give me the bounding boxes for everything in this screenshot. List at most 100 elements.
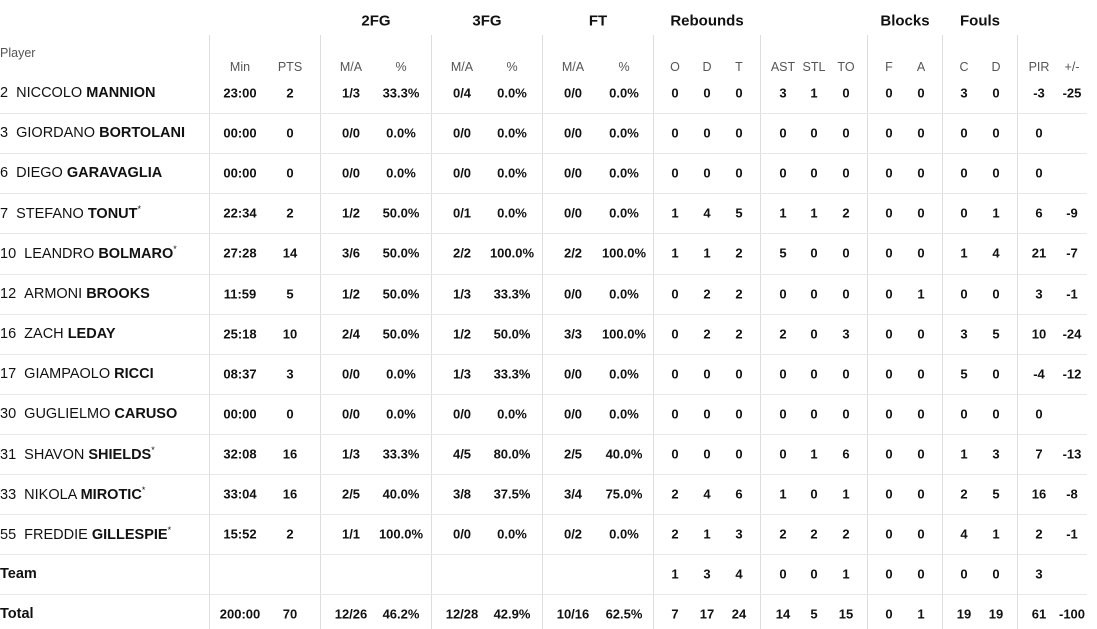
starter-mark: *: [167, 525, 172, 536]
stat-cell: 0.0%: [609, 85, 639, 101]
row-label: Total: [0, 606, 34, 623]
stat-cell: 1: [992, 526, 1000, 542]
stat-cell: 22:34: [223, 205, 257, 221]
stat-cell: 0: [810, 165, 818, 181]
column-header: %: [506, 60, 518, 74]
stat-cell: 7: [671, 606, 679, 622]
stat-cell: -8: [1066, 486, 1078, 502]
stat-cell: 40.0%: [605, 446, 643, 462]
stat-cell: 10: [282, 326, 298, 342]
stat-cell: 0: [842, 286, 850, 301]
stat-cell: 14: [282, 245, 298, 261]
row-label: Team: [0, 566, 37, 583]
stat-cell: 1: [671, 205, 679, 221]
stat-cell: -25: [1062, 85, 1082, 101]
stat-cell: 7: [1035, 446, 1043, 462]
stat-cell: 3: [992, 446, 1000, 462]
column-header: T: [735, 60, 743, 74]
stat-cell: 0: [842, 406, 850, 422]
stat-cell: 0: [286, 165, 294, 181]
stat-cell: 0: [1035, 165, 1043, 181]
stat-cell: 50.0%: [382, 326, 420, 342]
stat-cell: 5: [810, 606, 818, 622]
stat-cell: 100.0%: [489, 245, 535, 261]
stat-cell: 0.0%: [609, 286, 639, 301]
stat-cell: 32:08: [223, 446, 257, 462]
stat-cell: 1: [703, 245, 711, 261]
stat-cell: 3: [1035, 566, 1043, 582]
stat-cell: 2: [286, 205, 294, 221]
player-number: 55: [0, 527, 17, 544]
column-header: TO: [837, 60, 855, 74]
stat-cell: 0: [885, 245, 893, 261]
stat-cell: 15:52: [223, 526, 257, 542]
stat-cell: 0: [810, 406, 818, 422]
last-name: BOLMARO: [98, 246, 174, 263]
stat-cell: 3: [703, 566, 711, 582]
stat-cell: 0/1: [452, 205, 472, 221]
stat-cell: -1: [1066, 526, 1078, 542]
stat-cell: 0: [735, 406, 743, 422]
stat-cell: 3: [1035, 286, 1043, 301]
column-header: C: [959, 60, 969, 74]
stat-cell: 2: [1035, 526, 1043, 542]
stat-cell: 0: [810, 245, 818, 261]
row-divider: [0, 193, 1087, 194]
starter-mark: *: [151, 444, 155, 455]
stat-cell: 0: [779, 125, 787, 141]
stat-cell: 0.0%: [386, 366, 416, 382]
stat-cell: 6: [735, 486, 743, 502]
stat-cell: -4: [1033, 366, 1045, 382]
stat-cell: 0: [885, 366, 893, 382]
last-name: BORTOLANI: [99, 125, 186, 142]
player-name: 10 LEANDRO BOLMARO*: [0, 244, 177, 262]
stat-cell: 0: [779, 165, 787, 181]
column-header: O: [670, 60, 680, 74]
stat-cell: 0: [992, 85, 1000, 101]
player-name: 33 NIKOLA MIROTIC*: [0, 485, 145, 503]
column-header: +/-: [1064, 60, 1080, 74]
stat-cell: -100: [1058, 606, 1086, 622]
row-divider: [0, 274, 1087, 275]
stat-cell: 0/0: [341, 165, 361, 181]
stat-cell: 0: [842, 85, 850, 101]
row-divider: [0, 354, 1087, 355]
column-divider: [653, 35, 654, 629]
stat-cell: 14: [775, 606, 791, 622]
player-number: 10: [0, 246, 17, 263]
stat-cell: 0.0%: [497, 205, 527, 221]
column-header: %: [618, 60, 630, 74]
stat-cell: 2: [703, 326, 711, 342]
stat-cell: 0/0: [341, 366, 361, 382]
row-divider: [0, 113, 1087, 114]
stat-cell: 0.0%: [386, 406, 416, 422]
column-header: Min: [229, 60, 251, 74]
stat-cell: 16: [1031, 486, 1047, 502]
player-number: 12: [0, 285, 17, 302]
stat-cell: 0: [671, 446, 679, 462]
stat-cell: 1: [842, 486, 850, 502]
stat-cell: 0: [917, 85, 925, 101]
last-name: CARUSO: [114, 405, 178, 422]
stat-cell: 17: [699, 606, 715, 622]
first-name: STEFANO: [16, 206, 84, 223]
stat-cell: 0.0%: [497, 125, 527, 141]
stat-cell: 2: [286, 85, 294, 101]
stat-cell: 0: [917, 326, 925, 342]
stat-cell: 19: [988, 606, 1004, 622]
stat-cell: 0: [779, 446, 787, 462]
player-name: 17 GIAMPAOLO RICCI: [0, 366, 154, 382]
stat-cell: 33.3%: [493, 286, 531, 301]
starter-mark: *: [141, 485, 146, 496]
stat-cell: 19: [956, 606, 972, 622]
stat-cell: -12: [1062, 366, 1082, 382]
group-header: Fouls: [960, 12, 1000, 30]
last-name: GILLESPIE: [91, 527, 168, 544]
stat-cell: 2/2: [563, 245, 583, 261]
stat-cell: 0: [885, 606, 893, 622]
column-divider: [760, 35, 761, 629]
last-name: MANNION: [86, 85, 156, 101]
group-header: 2FG: [361, 12, 391, 30]
stat-cell: 3/8: [452, 486, 472, 502]
column-divider: [867, 35, 868, 629]
